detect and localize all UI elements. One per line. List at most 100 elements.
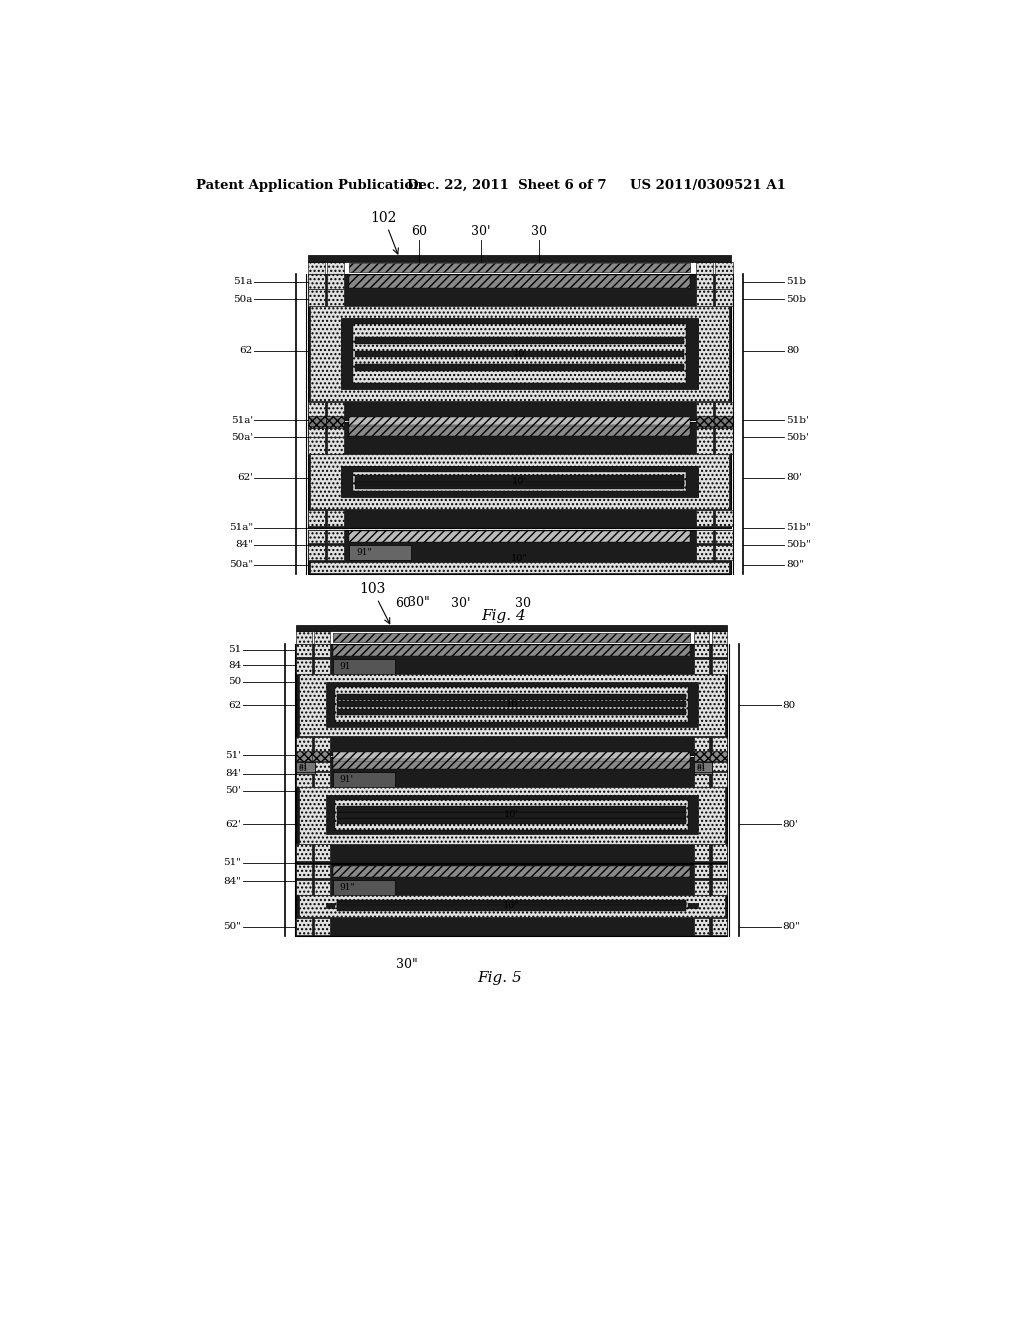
Bar [308,422,731,528]
Bar [334,758,690,770]
Bar [341,318,697,389]
Bar [335,686,688,722]
Bar [355,478,684,486]
Bar [696,437,713,454]
Bar [355,337,684,345]
Bar [328,545,344,561]
Bar [328,401,344,418]
Bar [326,903,697,908]
Text: 50: 50 [228,677,241,686]
Text: 10': 10' [504,810,519,820]
Bar [337,805,686,812]
Bar [693,772,710,788]
Text: 50a": 50a" [228,561,253,569]
Bar [328,510,344,527]
Bar [296,659,311,675]
Bar [693,751,711,760]
Bar [334,754,690,760]
Text: 10': 10' [512,477,527,486]
Bar [314,772,330,788]
Text: 50b": 50b" [786,540,811,549]
Text: 10: 10 [506,700,518,709]
Bar [349,417,690,425]
Bar [696,401,713,418]
Bar [308,437,325,454]
Bar [352,471,686,491]
Bar [296,917,311,935]
Bar [714,416,732,426]
Bar [712,756,727,771]
Text: 51b': 51b' [786,416,809,425]
Bar [712,772,727,788]
Text: 60: 60 [411,226,427,239]
Bar [355,482,684,488]
Bar [334,880,395,895]
Bar [296,763,314,774]
Bar [308,275,731,420]
Bar [696,261,713,275]
Bar [296,644,311,657]
Bar [308,529,731,574]
Text: 51b: 51b [786,277,806,286]
Bar [310,306,729,401]
Bar [296,772,311,788]
Bar [326,416,344,426]
Bar [328,437,344,454]
Text: 51a: 51a [233,277,253,286]
Bar [308,275,325,289]
Bar [693,762,713,772]
Text: 62: 62 [240,346,253,355]
Text: 30": 30" [396,958,418,970]
Bar [693,631,710,644]
Bar [296,631,311,644]
Bar [337,812,686,818]
Bar [328,275,344,289]
Text: 30": 30" [408,595,429,609]
Bar [296,756,311,771]
Bar [355,475,684,482]
Bar [314,917,330,935]
Text: 80: 80 [782,701,796,710]
Text: Patent Application Publication: Patent Application Publication [197,178,423,191]
Bar [314,865,330,878]
Bar [337,709,686,714]
Bar [712,880,727,895]
Bar [712,737,727,754]
Bar [310,562,729,573]
Bar [310,454,729,508]
Text: 60: 60 [395,597,411,610]
Bar [352,323,686,383]
Bar [335,800,688,830]
Bar [296,751,313,760]
Text: 91': 91' [340,775,353,784]
Text: 10: 10 [513,348,525,358]
Bar [716,545,732,561]
Bar [693,737,710,754]
Bar [326,682,697,726]
Bar [296,752,313,762]
Text: 50b': 50b' [786,433,809,442]
Bar [296,880,311,895]
Bar [312,752,330,762]
Text: 91": 91" [356,548,373,557]
Bar [710,752,727,762]
Text: US 2011/0309521 A1: US 2011/0309521 A1 [630,178,786,191]
Bar [337,906,686,911]
Bar [296,644,727,755]
Bar [693,763,713,774]
Bar [337,817,686,824]
Text: 51': 51' [225,751,241,759]
Bar [328,529,344,544]
Text: 50': 50' [225,787,241,795]
Text: 51a': 51a' [230,416,253,425]
Bar [716,261,732,275]
Bar [696,529,713,544]
Text: 102: 102 [371,211,398,253]
Bar [710,751,727,760]
Bar [334,645,690,656]
Bar [696,417,715,428]
Text: 30: 30 [530,226,547,239]
Bar [693,880,710,895]
Bar [308,289,325,306]
Bar [355,351,684,358]
